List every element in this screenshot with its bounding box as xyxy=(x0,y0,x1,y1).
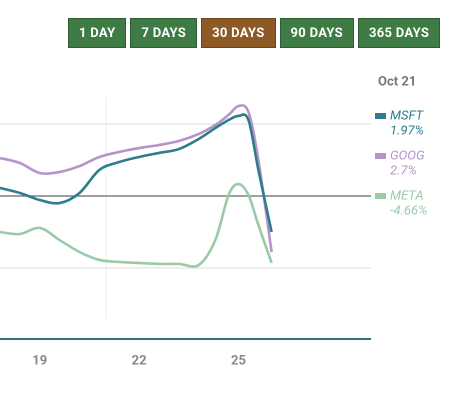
range-button[interactable]: 30 DAYS xyxy=(201,18,276,48)
range-button[interactable]: 7 DAYS xyxy=(130,18,198,48)
x-tick-label: 25 xyxy=(231,353,246,368)
legend-name: META xyxy=(390,188,424,203)
legend-change: 2.7% xyxy=(390,163,417,178)
series-line xyxy=(0,182,273,268)
range-button[interactable]: 90 DAYS xyxy=(279,18,354,48)
date-label: Oct 21 xyxy=(378,74,416,89)
legend-swatch xyxy=(375,113,386,119)
x-tick-label: 22 xyxy=(132,353,147,368)
series-line xyxy=(0,113,273,233)
legend-change: 1.97% xyxy=(390,123,424,138)
range-buttons: 1 DAY 7 DAYS 30 DAYS 90 DAYS 365 DAYS xyxy=(68,18,441,48)
legend-swatch xyxy=(375,153,386,159)
legend-name: GOOG xyxy=(390,148,425,163)
legend-change: -4.66% xyxy=(390,203,427,218)
legend-swatch xyxy=(375,193,386,199)
x-tick-label: 19 xyxy=(32,353,47,368)
range-button[interactable]: 1 DAY xyxy=(68,18,127,48)
range-button[interactable]: 365 DAYS xyxy=(357,18,441,48)
series-line xyxy=(0,104,273,253)
legend-name: MSFT xyxy=(390,108,425,123)
